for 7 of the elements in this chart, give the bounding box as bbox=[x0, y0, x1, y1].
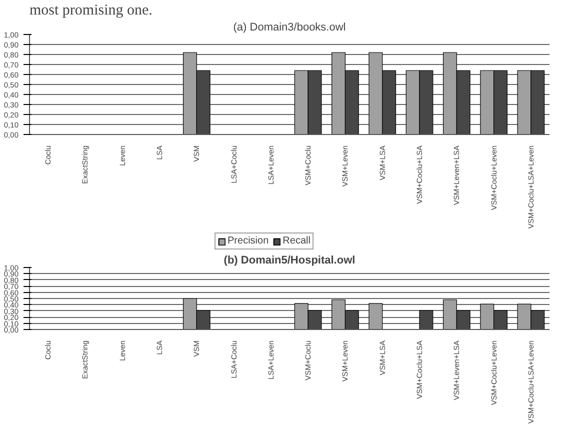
legend-label: Precision bbox=[228, 236, 269, 246]
text: most promising one. bbox=[30, 2, 152, 18]
bar bbox=[419, 310, 434, 330]
legend-label: Recall bbox=[282, 236, 310, 246]
bar bbox=[368, 303, 383, 330]
chart-title: (b) Domain5/Hospital.owl bbox=[224, 254, 356, 266]
chart-title: (a) Domain3/books.owl bbox=[233, 22, 346, 34]
